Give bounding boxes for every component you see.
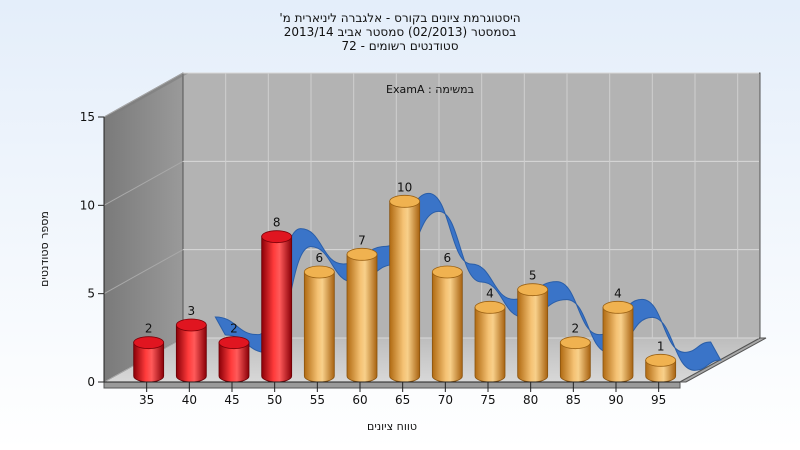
bar-top <box>517 283 549 297</box>
plot-top-frame <box>104 73 189 117</box>
x-tick-label: 70 <box>438 393 453 407</box>
bar-90 <box>602 300 634 383</box>
x-tick-label: 95 <box>651 393 666 407</box>
chart-title-line-2: בסמסטר (02/2013) סמסטר אביב 2013/14 <box>284 25 516 39</box>
x-tick-label: 45 <box>224 393 239 407</box>
chart-title-line-3: סטודנטים רשומים - 72 <box>341 39 458 53</box>
legend-label: במשימה : ExamA <box>386 83 474 96</box>
value-label: 5 <box>529 269 537 283</box>
value-label: 2 <box>145 322 153 336</box>
x-tick-label: 55 <box>310 393 325 407</box>
x-tick-label: 35 <box>139 393 154 407</box>
x-tick-label: 85 <box>566 393 581 407</box>
bar-body <box>175 324 207 383</box>
x-tick-label: 65 <box>395 393 410 407</box>
bar-top <box>175 318 207 332</box>
bar-80 <box>517 283 549 383</box>
bar-65 <box>389 194 421 383</box>
gridline-wall <box>103 72 184 118</box>
bar-top <box>261 230 293 244</box>
value-label: 2 <box>572 322 580 336</box>
bar-body <box>346 253 378 383</box>
value-label: 1 <box>657 339 665 353</box>
bar-40 <box>175 318 207 383</box>
bar-top <box>133 336 165 350</box>
floor-right-edge <box>679 337 767 383</box>
bar-top <box>218 336 250 350</box>
x-tick-label: 75 <box>480 393 495 407</box>
bar-body <box>517 289 549 383</box>
bar-95 <box>645 353 677 383</box>
value-label: 8 <box>273 216 281 230</box>
bar-top <box>346 247 378 261</box>
bars: 2 3 2 8 6 7 10 6 4 5 2 4 1 <box>133 180 677 383</box>
bar-top <box>602 300 634 314</box>
bar-75 <box>474 300 506 383</box>
bar-50 <box>261 230 293 383</box>
value-label: 4 <box>614 286 622 300</box>
bar-top <box>645 353 677 367</box>
bar-35 <box>133 336 165 383</box>
x-tick-label: 50 <box>267 393 282 407</box>
bar-body <box>431 271 463 383</box>
bar-body <box>474 306 506 383</box>
bar-body <box>261 236 293 383</box>
bar-70 <box>431 265 463 383</box>
bar-top <box>431 265 463 279</box>
value-label: 10 <box>397 180 412 194</box>
gridline-wall <box>103 249 184 295</box>
y-tick-label: 10 <box>80 198 95 212</box>
bar-top <box>389 194 421 208</box>
value-label: 2 <box>230 322 238 336</box>
x-axis-title: טווח ציונים <box>367 420 417 433</box>
value-label: 6 <box>444 251 452 265</box>
value-label: 7 <box>358 233 366 247</box>
value-label: 3 <box>188 304 196 318</box>
x-tick-label: 60 <box>352 393 367 407</box>
y-axis-ticks: 0 5 10 15 <box>80 110 104 389</box>
chart-title-line-1: היסטוגרמת ציונים בקורס - אלגברה ליניארית… <box>279 11 520 25</box>
bar-top <box>303 265 335 279</box>
y-tick-label: 5 <box>87 287 95 301</box>
gridline-wall <box>103 160 184 206</box>
x-tick-label: 80 <box>523 393 538 407</box>
bar-85 <box>559 336 591 383</box>
bar-top <box>559 336 591 350</box>
legend: במשימה : ExamA <box>386 83 474 96</box>
bar-body <box>303 271 335 383</box>
bar-body <box>389 200 421 383</box>
x-axis-ticks: 35 40 45 50 55 60 65 70 75 80 85 90 95 <box>139 382 666 407</box>
floor-front-edge <box>103 381 681 389</box>
y-tick-label: 0 <box>87 375 95 389</box>
bar-top <box>474 300 506 314</box>
y-axis-title: מספר סטודנטים <box>38 211 51 287</box>
plot-side-wall <box>103 72 184 383</box>
bar-45 <box>218 336 250 383</box>
bar-60 <box>346 247 378 383</box>
y-tick-label: 15 <box>80 110 95 124</box>
bar-body <box>602 306 634 383</box>
bar-55 <box>303 265 335 383</box>
x-tick-label: 40 <box>182 393 197 407</box>
value-label: 6 <box>316 251 324 265</box>
x-tick-label: 90 <box>608 393 623 407</box>
value-label: 4 <box>486 286 494 300</box>
